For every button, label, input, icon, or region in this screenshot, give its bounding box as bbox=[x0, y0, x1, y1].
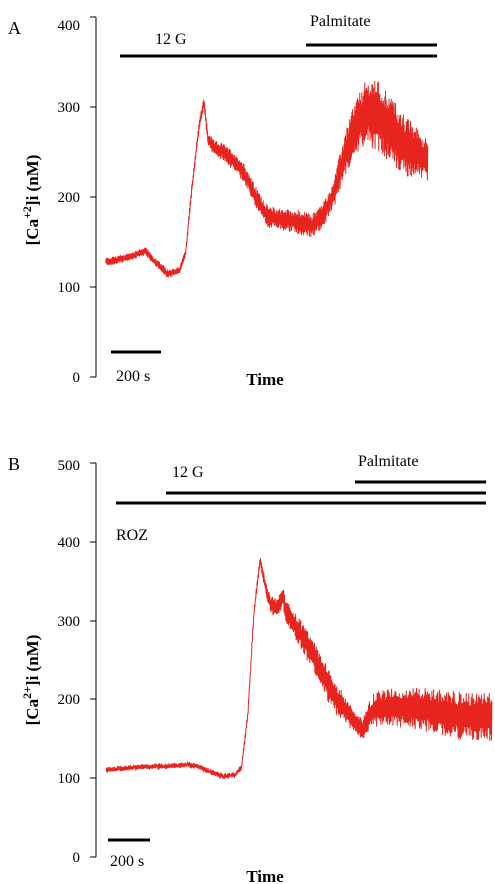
panel-b-ylabel-main: [Ca bbox=[23, 698, 42, 725]
panel-a-ylabel-tail: ]i (nM) bbox=[23, 155, 42, 206]
panel-b-ylabel-tail: ]i (nM) bbox=[23, 635, 42, 686]
panel-a-ylabel-sup: +2 bbox=[20, 206, 34, 219]
panel-b-tick-label-500: 500 bbox=[58, 458, 81, 474]
panel-b-letter: B bbox=[8, 454, 20, 474]
panel-b-scale-bar-label: 200 s bbox=[110, 853, 144, 870]
panel-a-ylabel-main: [Ca bbox=[23, 218, 42, 245]
panel-b-label-roz: ROZ bbox=[116, 527, 148, 544]
panel-a-tick-label-0: 0 bbox=[73, 370, 81, 386]
panel-b-x-axis-title: Time bbox=[246, 867, 284, 884]
panel-a-tick-label-200: 200 bbox=[58, 190, 81, 206]
panel-a-label-palmitate: Palmitate bbox=[310, 13, 370, 30]
panel-b-label-palmitate: Palmitate bbox=[358, 453, 418, 470]
panel-a-letter: A bbox=[8, 18, 21, 38]
panel-a-tick-labels: 0 100 200 300 400 bbox=[58, 18, 81, 386]
panel-b-calcium-trace bbox=[105, 558, 493, 780]
panel-b-tick-labels: 0 100 200 300 400 500 bbox=[58, 458, 81, 866]
panel-a-tick-label-100: 100 bbox=[58, 280, 81, 296]
panel-b-y-axis-title: [Ca2+]i (nM) bbox=[20, 635, 42, 726]
panel-b-ylabel-sup: 2+ bbox=[20, 686, 34, 699]
panel-b-ticks bbox=[90, 462, 96, 858]
panel-a-ticks bbox=[90, 16, 96, 378]
panel-b-tick-label-300: 300 bbox=[58, 614, 81, 630]
panel-b: B 0 100 200 300 400 500 [Ca2+]i (nM) ROZ… bbox=[8, 453, 493, 884]
panel-a-y-axis-title: [Ca+2]i (nM) bbox=[20, 155, 42, 246]
panel-a-calcium-trace bbox=[105, 80, 429, 278]
panel-b-tick-label-200: 200 bbox=[58, 692, 81, 708]
panel-a-x-axis-title: Time bbox=[246, 370, 284, 389]
panel-b-tick-label-100: 100 bbox=[58, 771, 81, 787]
panel-a-label-12g: 12 G bbox=[155, 31, 187, 48]
panel-b-label-12g: 12 G bbox=[172, 464, 204, 481]
panel-a-tick-label-300: 300 bbox=[58, 100, 81, 116]
panel-b-tick-label-0: 0 bbox=[73, 850, 81, 866]
panel-b-tick-label-400: 400 bbox=[58, 535, 81, 551]
panel-a-scale-bar-label: 200 s bbox=[116, 368, 150, 385]
panel-a-tick-label-400: 400 bbox=[58, 18, 81, 34]
panel-a: A 0 100 200 300 400 [Ca+2]i (nM) 12 G Pa… bbox=[8, 13, 437, 389]
